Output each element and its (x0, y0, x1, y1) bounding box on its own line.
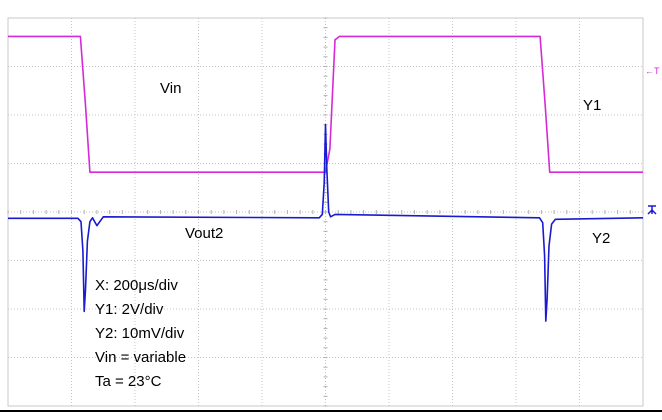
settings-vin: Vin = variable (95, 349, 186, 366)
settings-text: X: 200μs/div Y1: 2V/div Y2: 10mV/div Vin… (95, 277, 186, 390)
y1-channel-label: Y1 (583, 97, 601, 114)
traces (8, 35, 644, 322)
vout2-label: Vout2 (185, 225, 223, 242)
trace-vin (8, 35, 643, 173)
ch2-ground-marker-icon (647, 205, 657, 215)
settings-x-scale: X: 200μs/div (95, 277, 178, 294)
trigger-marker-label: ←T (645, 66, 660, 76)
vin-label: Vin (160, 80, 181, 97)
y2-channel-label: Y2 (592, 230, 610, 247)
settings-y2-scale: Y2: 10mV/div (95, 325, 185, 342)
graticule (0, 17, 662, 412)
trace-vout2 (8, 123, 644, 322)
settings-ta: Ta = 23°C (95, 373, 162, 390)
settings-y1-scale: Y1: 2V/div (95, 301, 164, 318)
